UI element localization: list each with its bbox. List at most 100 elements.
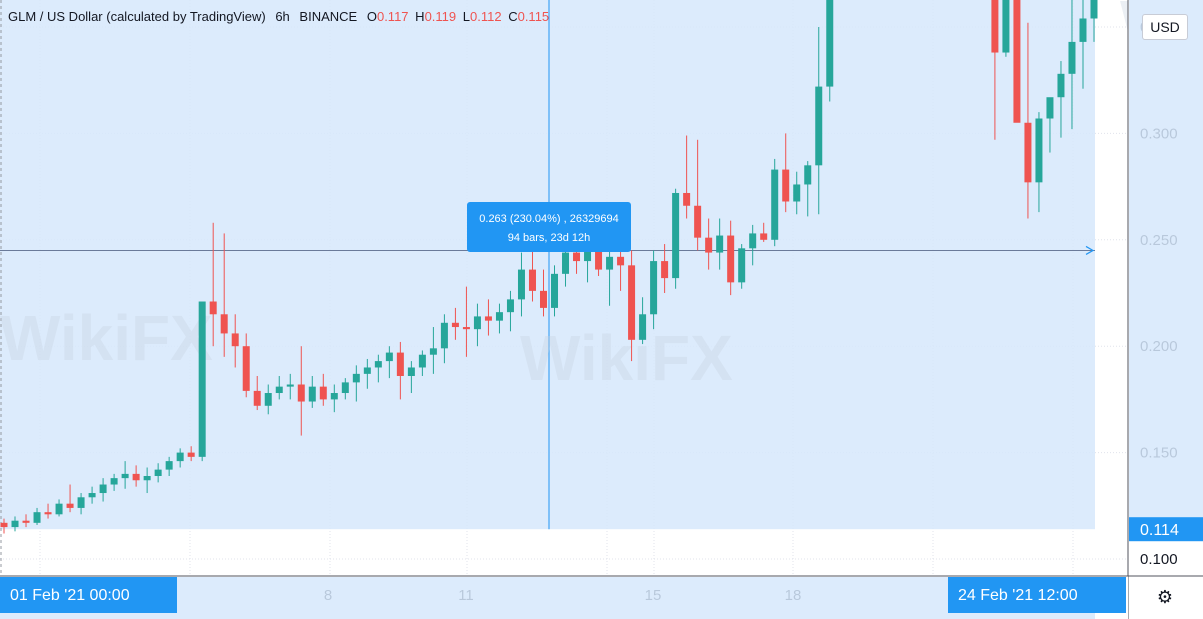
x-badge-end-bg <box>948 577 1126 613</box>
candle-body <box>1013 0 1021 123</box>
candle-body <box>407 367 415 376</box>
candle-body <box>121 473 129 479</box>
high-value: 0.119 <box>424 9 457 24</box>
symbol-label: GLM / US Dollar (calculated by TradingVi… <box>8 9 266 24</box>
candle-body <box>99 484 107 494</box>
candle-body <box>1068 41 1076 74</box>
candle-body <box>727 235 735 283</box>
candle-body <box>352 373 360 383</box>
candle-body <box>551 273 559 308</box>
candle-body <box>1057 73 1065 98</box>
candle-body <box>319 386 327 400</box>
candle-body <box>749 233 757 249</box>
candle-body <box>308 386 316 402</box>
open-label: O <box>366 9 377 24</box>
candle-body <box>154 469 162 477</box>
watermark-text: WikiFX <box>520 322 733 394</box>
candle-body <box>385 352 393 362</box>
candle-body <box>716 235 724 253</box>
candle-body <box>793 184 801 202</box>
candle-body <box>484 316 492 321</box>
candle-body <box>473 316 481 330</box>
candle-body <box>617 256 625 266</box>
candle-body <box>440 322 448 349</box>
measure-tooltip-line2: 94 bars, 23d 12h <box>508 232 591 244</box>
candle-body <box>66 503 74 508</box>
candle-body <box>595 250 603 270</box>
candle-body <box>506 299 514 313</box>
measure-tooltip-line1: 0.263 (230.04%) , 26329694 <box>479 213 618 225</box>
candle-body <box>110 478 118 485</box>
candle-body <box>562 252 570 274</box>
candle-body <box>991 0 999 53</box>
candle-body <box>528 269 536 291</box>
candle-body <box>639 314 647 340</box>
measure-tooltip-bg <box>467 202 631 252</box>
candle-body <box>374 361 382 368</box>
interval-label[interactable]: 6h <box>275 9 290 24</box>
candle-body <box>264 393 272 406</box>
candle-body <box>297 384 305 402</box>
candle-body <box>705 237 713 253</box>
candle-body <box>0 522 8 528</box>
candle-body <box>661 261 669 279</box>
candle-body <box>220 314 228 334</box>
candle-body <box>77 497 85 508</box>
candle-body <box>396 352 404 376</box>
candle-body <box>176 452 184 462</box>
candle-body <box>143 476 151 481</box>
close-value: 0.115 <box>517 9 550 24</box>
candle-body <box>341 382 349 394</box>
close-label: C <box>508 9 518 24</box>
candle-body <box>451 322 459 328</box>
measure-range-box <box>0 0 1095 530</box>
price-badge-bottom: 0.114 <box>1140 522 1179 539</box>
candle-body <box>584 250 592 262</box>
candle-body <box>738 248 746 283</box>
candle-body <box>1046 97 1054 119</box>
open-value: 0.117 <box>376 9 409 24</box>
y-tick-label: 0.100 <box>1140 551 1178 568</box>
candle-body <box>1090 0 1098 19</box>
candle-body <box>672 192 680 279</box>
x-badge-start-bg <box>0 577 177 613</box>
exchange-label: BINANCE <box>299 9 358 24</box>
candle-body <box>573 252 581 262</box>
candle-body <box>683 192 691 206</box>
gear-icon[interactable]: ⚙ <box>1156 587 1174 607</box>
candle-body <box>1079 18 1087 42</box>
arrow-right-icon <box>1085 245 1095 255</box>
candle-body <box>760 233 768 240</box>
price-range-highlight <box>1129 0 1203 530</box>
candle-body <box>22 520 30 523</box>
candle-body <box>209 301 217 315</box>
candle-body <box>231 333 239 347</box>
candle-body <box>88 493 96 498</box>
x-badge-end: 24 Feb '21 12:00 <box>958 587 1078 604</box>
candle-body <box>539 290 547 308</box>
candle-body <box>165 461 173 470</box>
candle-body <box>44 512 52 515</box>
low-label: L <box>462 9 470 24</box>
watermark-text: WikiFX <box>0 302 213 374</box>
candle-body <box>1035 118 1043 183</box>
candle-body <box>286 384 294 387</box>
low-value: 0.112 <box>470 9 502 24</box>
candle-body <box>782 169 790 202</box>
candle-body <box>33 512 41 523</box>
candle-body <box>495 312 503 321</box>
candle-body <box>1024 122 1032 183</box>
candle-body <box>11 520 19 528</box>
candle-body <box>363 367 371 374</box>
candle-body <box>253 390 261 406</box>
candle-body <box>826 0 834 87</box>
high-label: H <box>415 9 425 24</box>
candle-body <box>606 256 614 270</box>
candle-body <box>815 86 823 166</box>
candle-body <box>132 473 140 481</box>
currency-button[interactable]: USD <box>1142 14 1188 40</box>
candle-body <box>650 261 658 315</box>
candle-body <box>418 354 426 368</box>
candle-body <box>771 169 779 240</box>
